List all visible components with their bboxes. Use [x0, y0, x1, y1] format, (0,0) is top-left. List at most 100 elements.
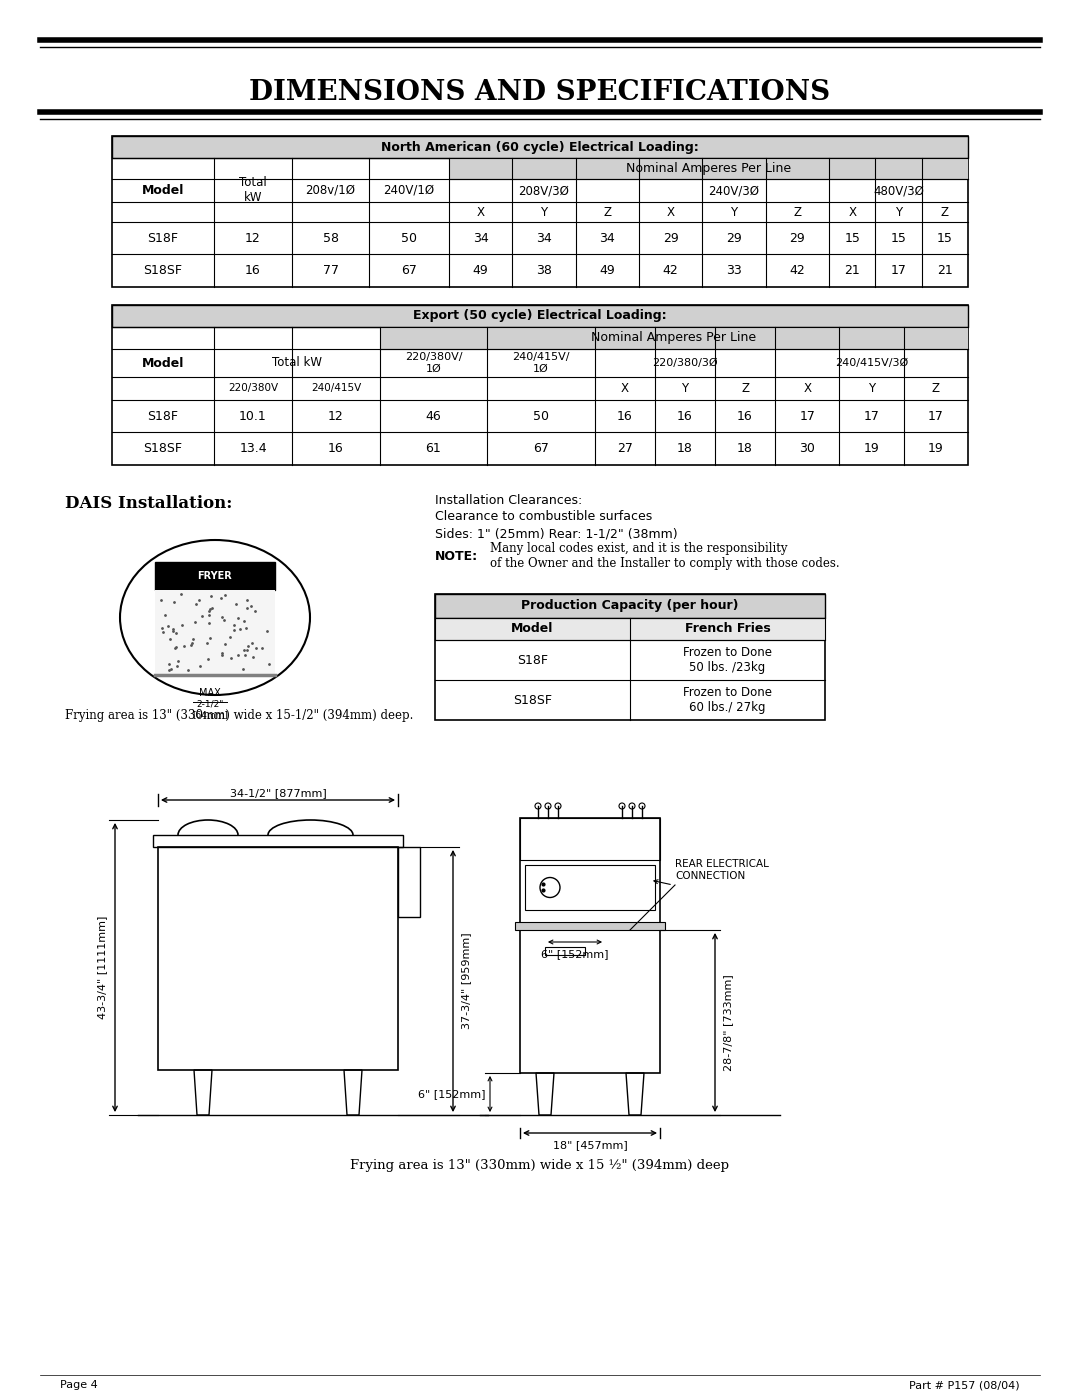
- Text: 6" [152mm]: 6" [152mm]: [541, 949, 609, 958]
- Text: 27: 27: [617, 441, 633, 455]
- Text: Z: Z: [941, 205, 949, 218]
- Text: 38: 38: [536, 264, 552, 277]
- Text: Z: Z: [604, 205, 611, 218]
- Text: 50: 50: [534, 409, 549, 422]
- Text: Page 4: Page 4: [60, 1380, 98, 1390]
- Text: Z: Z: [794, 205, 801, 218]
- Text: 18: 18: [737, 441, 753, 455]
- Text: 33: 33: [726, 264, 742, 277]
- Text: 42: 42: [663, 264, 678, 277]
- Text: Frozen to Done
50 lbs. /23kg: Frozen to Done 50 lbs. /23kg: [683, 645, 772, 673]
- Text: [64mm]: [64mm]: [192, 711, 228, 719]
- Text: S18F: S18F: [517, 654, 548, 666]
- Text: 43-3/4" [1111mm]: 43-3/4" [1111mm]: [97, 916, 107, 1020]
- Text: Many local codes exist, and it is the responsibility
of the Owner and the Instal: Many local codes exist, and it is the re…: [490, 542, 839, 570]
- Text: 17: 17: [891, 264, 906, 277]
- Text: X: X: [476, 205, 485, 218]
- Text: 34-1/2" [877mm]: 34-1/2" [877mm]: [230, 788, 326, 798]
- Text: S18SF: S18SF: [144, 441, 183, 455]
- Bar: [515, 922, 665, 930]
- Bar: [435, 594, 825, 719]
- Text: Model: Model: [141, 358, 185, 370]
- Text: Frozen to Done
60 lbs./ 27kg: Frozen to Done 60 lbs./ 27kg: [683, 686, 772, 714]
- Text: 67: 67: [534, 441, 549, 455]
- Text: Total kW: Total kW: [272, 356, 322, 369]
- Bar: [153, 835, 403, 847]
- Text: 49: 49: [473, 264, 488, 277]
- Text: 6" [152mm]: 6" [152mm]: [418, 1090, 485, 1099]
- Bar: [112, 136, 968, 286]
- Text: 15: 15: [891, 232, 906, 244]
- Text: Y: Y: [540, 205, 548, 218]
- Text: 67: 67: [401, 264, 417, 277]
- Text: Installation Clearances:: Installation Clearances:: [435, 493, 582, 507]
- Text: 17: 17: [799, 409, 815, 422]
- Text: 220/380V: 220/380V: [228, 384, 278, 394]
- Bar: [519, 819, 660, 861]
- Text: 42: 42: [789, 264, 806, 277]
- Text: 58: 58: [323, 232, 338, 244]
- Text: 50: 50: [401, 232, 417, 244]
- Circle shape: [619, 803, 625, 809]
- Bar: [156, 590, 275, 675]
- Text: 240/415V/3Ø: 240/415V/3Ø: [835, 358, 908, 367]
- Bar: [112, 136, 968, 158]
- Bar: [112, 305, 968, 327]
- Text: 46: 46: [426, 409, 442, 422]
- Text: 21: 21: [845, 264, 860, 277]
- Text: 240/415V: 240/415V: [311, 384, 361, 394]
- Text: 13.4: 13.4: [239, 441, 267, 455]
- Text: 16: 16: [328, 441, 343, 455]
- Bar: [519, 819, 660, 1073]
- Text: 17: 17: [864, 409, 879, 422]
- Text: Y: Y: [868, 381, 875, 395]
- Text: Y: Y: [730, 205, 738, 218]
- Text: 10.1: 10.1: [239, 409, 267, 422]
- Text: 240V/1Ø: 240V/1Ø: [383, 183, 434, 197]
- Text: 208v/1Ø: 208v/1Ø: [306, 183, 355, 197]
- Text: 18" [457mm]: 18" [457mm]: [553, 1140, 627, 1150]
- Text: Frying area is 13" (330mm) wide x 15 ½" (394mm) deep: Frying area is 13" (330mm) wide x 15 ½" …: [351, 1158, 729, 1172]
- Text: 16: 16: [738, 409, 753, 422]
- Text: Nominal Amperes Per Line: Nominal Amperes Per Line: [626, 162, 791, 175]
- Text: 15: 15: [845, 232, 860, 244]
- Text: 29: 29: [663, 232, 678, 244]
- Text: 16: 16: [617, 409, 633, 422]
- Text: 28-7/8" [733mm]: 28-7/8" [733mm]: [723, 974, 733, 1071]
- Text: S18F: S18F: [148, 232, 178, 244]
- Text: Production Capacity (per hour): Production Capacity (per hour): [522, 599, 739, 612]
- Bar: [545, 947, 585, 956]
- Circle shape: [629, 803, 635, 809]
- Text: 37-3/4" [959mm]: 37-3/4" [959mm]: [461, 933, 471, 1030]
- Text: 29: 29: [726, 232, 742, 244]
- Text: 21: 21: [937, 264, 953, 277]
- Text: REAR ELECTRICAL
CONNECTION: REAR ELECTRICAL CONNECTION: [675, 859, 769, 880]
- Bar: [156, 562, 275, 590]
- Text: 480V/3Ø: 480V/3Ø: [873, 184, 923, 197]
- Text: Part # P157 (08/04): Part # P157 (08/04): [909, 1380, 1020, 1390]
- Text: Sides: 1" (25mm) Rear: 1-1/2" (38mm): Sides: 1" (25mm) Rear: 1-1/2" (38mm): [435, 528, 677, 541]
- Text: 220/380/3Ø: 220/380/3Ø: [652, 358, 718, 367]
- Text: 15: 15: [936, 232, 953, 244]
- Text: Z: Z: [741, 381, 750, 395]
- Text: 61: 61: [426, 441, 442, 455]
- Text: 12: 12: [245, 232, 261, 244]
- Text: 34: 34: [473, 232, 488, 244]
- Bar: [435, 594, 825, 617]
- Text: 77: 77: [323, 264, 338, 277]
- Text: DAIS Installation:: DAIS Installation:: [65, 496, 232, 513]
- Text: North American (60 cycle) Electrical Loading:: North American (60 cycle) Electrical Loa…: [381, 141, 699, 154]
- Text: 19: 19: [864, 441, 879, 455]
- Text: 19: 19: [928, 441, 944, 455]
- Text: 2-1/2": 2-1/2": [197, 700, 224, 708]
- Text: 30: 30: [799, 441, 815, 455]
- Text: Export (50 cycle) Electrical Loading:: Export (50 cycle) Electrical Loading:: [414, 310, 666, 323]
- Text: 17: 17: [928, 409, 944, 422]
- Bar: [112, 305, 968, 465]
- Bar: [380, 327, 968, 349]
- Text: S18SF: S18SF: [513, 693, 552, 707]
- Bar: [435, 617, 825, 640]
- Circle shape: [639, 803, 645, 809]
- Text: 18: 18: [677, 441, 693, 455]
- Bar: [158, 847, 399, 1070]
